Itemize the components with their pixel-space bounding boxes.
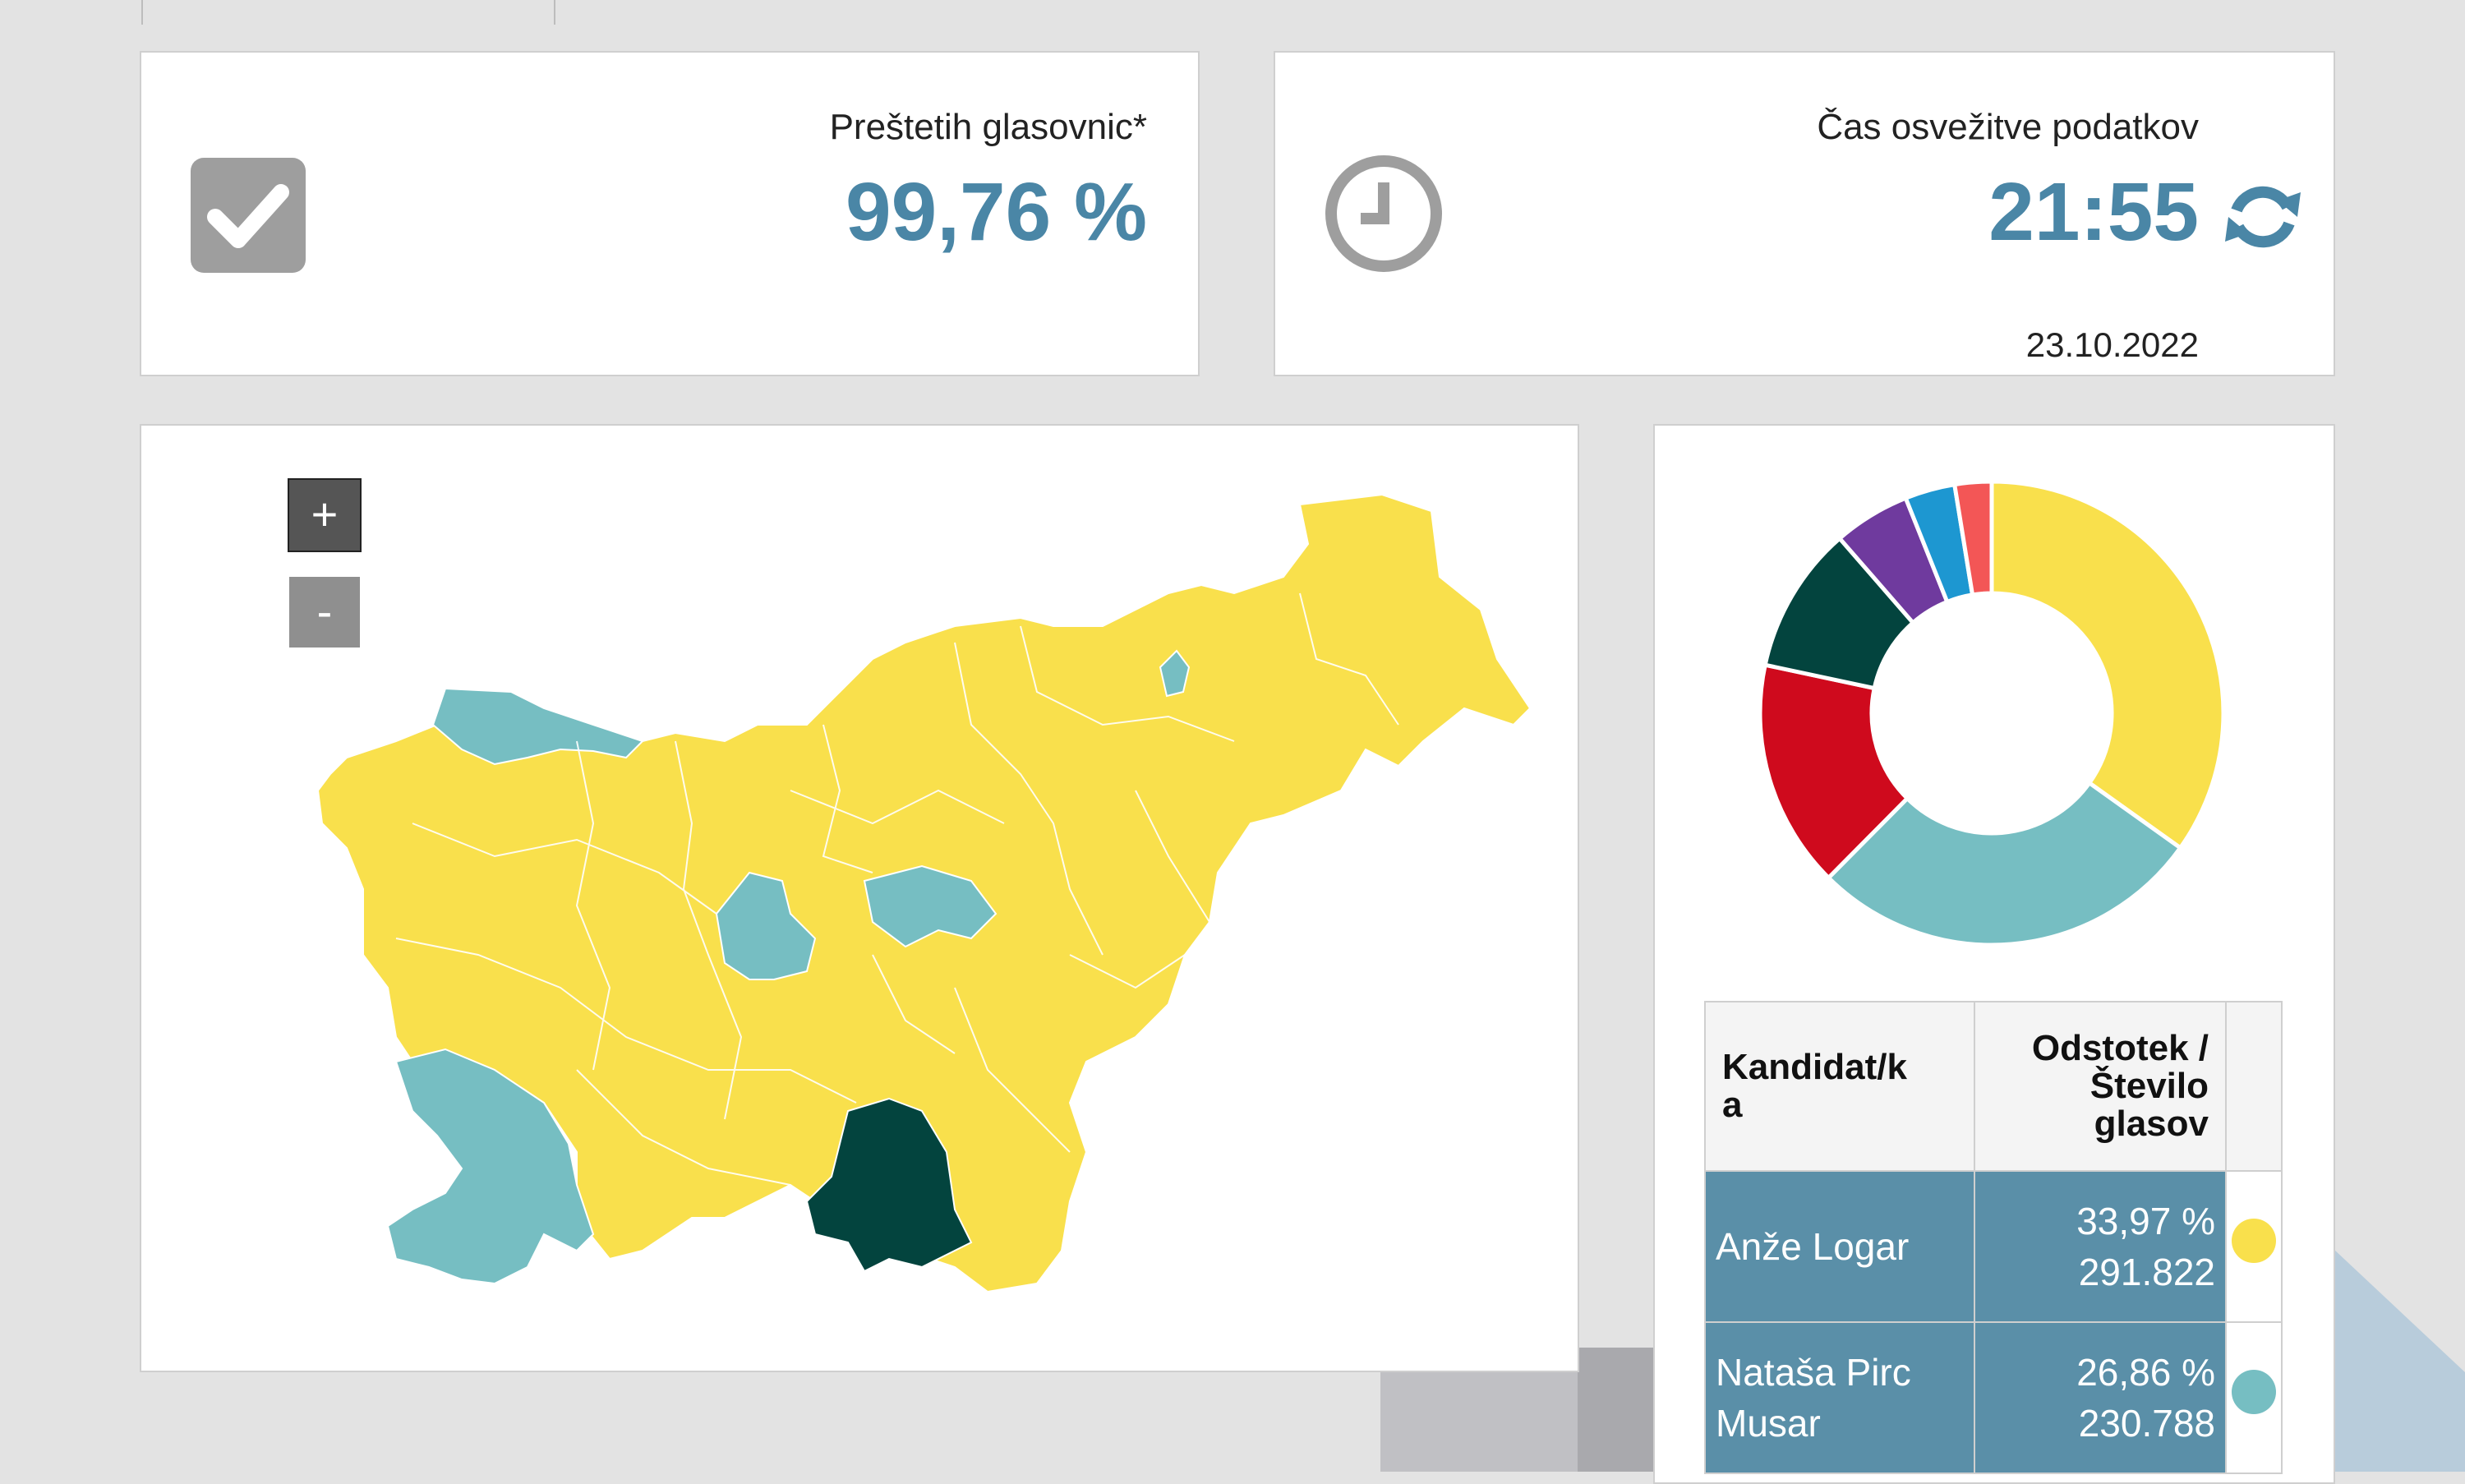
background-panel-shape: [1578, 1348, 1660, 1472]
refresh-time-label: Čas osvežitve podatkov: [1817, 107, 2199, 147]
counted-ballots-value: 99,76 %: [845, 166, 1147, 258]
candidate-votes: 291.822: [2078, 1251, 2215, 1293]
map-region-teal-ljubljana: [715, 871, 817, 980]
checkbox-icon: [189, 156, 307, 279]
table-row[interactable]: Nataša Pirc Musar 26,86 % 230.788: [1704, 1321, 2283, 1474]
percent-header-line2: Število: [2089, 1066, 2209, 1106]
tab-separator: [141, 0, 143, 25]
slovenia-map[interactable]: [141, 426, 1578, 1371]
percent-header-line3: glasov: [2094, 1104, 2209, 1144]
candidate-color-cell: [2225, 1170, 2283, 1323]
candidate-color-cell: [2225, 1321, 2283, 1474]
clock-icon: [1323, 153, 1444, 279]
counted-ballots-card: Preštetih glasovnic* 99,76 %: [140, 51, 1200, 376]
candidate-color-dot: [2232, 1218, 2276, 1263]
donut-slice[interactable]: [1825, 780, 2184, 947]
results-donut-chart: [1758, 479, 2226, 947]
candidate-color-dot: [2232, 1369, 2276, 1414]
refresh-icon[interactable]: [2222, 176, 2304, 262]
map-region-dark-south: [805, 1097, 973, 1273]
refresh-time-value: 21:55: [1988, 166, 2199, 258]
zoom-in-button[interactable]: +: [288, 478, 362, 552]
donut-slice[interactable]: [1758, 662, 1910, 881]
donut-slice[interactable]: [1989, 479, 2226, 851]
candidate-name-line1: Nataša Pirc: [1716, 1351, 1911, 1394]
candidate-votes: 230.788: [2078, 1402, 2215, 1445]
candidate-result: 26,86 % 230.788: [1974, 1321, 2227, 1474]
candidate-name: Nataša Pirc Musar: [1704, 1321, 1975, 1474]
candidate-header-text: Kandidat/k a: [1722, 1047, 1907, 1125]
percent-column-header: Odstotek / Število glasov: [1974, 1001, 2227, 1172]
table-row[interactable]: Anže Logar 33,97 % 291.822: [1704, 1170, 2283, 1323]
candidate-percent: 26,86 %: [2076, 1351, 2215, 1394]
map-card: + -: [140, 424, 1579, 1372]
candidate-name: Anže Logar: [1704, 1170, 1975, 1323]
tab-separator: [554, 0, 555, 25]
candidate-result: 33,97 % 291.822: [1974, 1170, 2227, 1323]
candidate-column-header: Kandidat/k a: [1704, 1001, 1975, 1172]
tab-strip: [141, 0, 2360, 25]
map-region-teal-maribor: [1159, 649, 1191, 698]
counted-ballots-label: Preštetih glasovnic*: [829, 107, 1147, 147]
refresh-time-card: Čas osvežitve podatkov 21:55 23.10.2022: [1274, 51, 2335, 376]
map-region-teal-coast: [386, 1048, 595, 1285]
percent-header-line1: Odstotek /: [2031, 1028, 2209, 1068]
map-region-teal-northwest: [431, 687, 644, 766]
results-table: Kandidat/k a Odstotek / Število glasov A…: [1704, 1001, 2283, 1474]
map-region-teal-central: [863, 864, 998, 948]
candidate-name-line2: Musar: [1716, 1402, 1821, 1445]
color-column-header: [2225, 1001, 2283, 1172]
candidate-percent: 33,97 %: [2076, 1200, 2215, 1242]
zoom-out-button[interactable]: -: [288, 575, 362, 649]
candidate-name-line1: Anže Logar: [1716, 1225, 1910, 1268]
donut-slice[interactable]: [1951, 479, 1994, 597]
refresh-date: 23.10.2022: [2025, 325, 2199, 364]
